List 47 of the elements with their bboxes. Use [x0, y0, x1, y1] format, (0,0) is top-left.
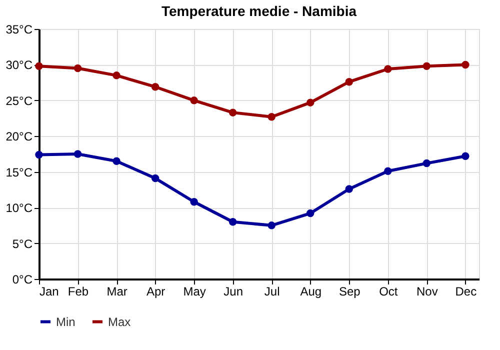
point [462, 152, 470, 160]
x-tick-label: Jan [40, 284, 59, 298]
point [422, 62, 431, 70]
point [112, 157, 120, 166]
point [462, 60, 470, 69]
point [345, 185, 354, 193]
point [190, 96, 198, 104]
point [268, 222, 276, 230]
x-tick-label: Dec [455, 284, 477, 298]
x-tick-label: Aug [300, 284, 322, 298]
y-tick-label: 25°C [6, 94, 33, 108]
y-tick-label: 20°C [6, 130, 33, 144]
point [74, 150, 82, 158]
x-tick-label: May [183, 284, 206, 298]
point [228, 218, 237, 226]
y-tick-label: 30°C [6, 58, 33, 72]
y-tick-label: 5°C [12, 236, 33, 251]
x-tick-label: Sep [338, 284, 361, 298]
point [151, 82, 160, 91]
point [190, 198, 198, 206]
point [345, 78, 354, 86]
x-tick-label: Jun [224, 284, 244, 298]
point [268, 112, 276, 121]
point [384, 167, 392, 176]
point [384, 65, 392, 73]
point [306, 209, 314, 218]
point [35, 150, 43, 159]
point [35, 62, 43, 70]
x-tick-label: Jul [264, 284, 280, 298]
point [74, 64, 82, 72]
point [422, 159, 431, 168]
x-tick-label: Apr [146, 284, 166, 298]
y-tick-label: 0°C [12, 272, 33, 286]
point [151, 174, 160, 182]
x-tick-label: Mar [106, 284, 128, 298]
legend-label: Min [56, 314, 76, 329]
x-tick-label: Nov [416, 284, 438, 298]
y-tick-label: 35°C [6, 22, 33, 36]
y-tick-label: 15°C [6, 165, 33, 180]
point [112, 72, 120, 80]
x-tick-label: Feb [68, 284, 89, 298]
y-tick-label: 10°C [6, 201, 33, 216]
point [306, 98, 314, 106]
point [228, 108, 237, 116]
x-tick-label: Oct [379, 284, 398, 298]
chart-title: Temperature medie - Namibia [161, 3, 357, 19]
legend-label: Max [108, 314, 131, 329]
